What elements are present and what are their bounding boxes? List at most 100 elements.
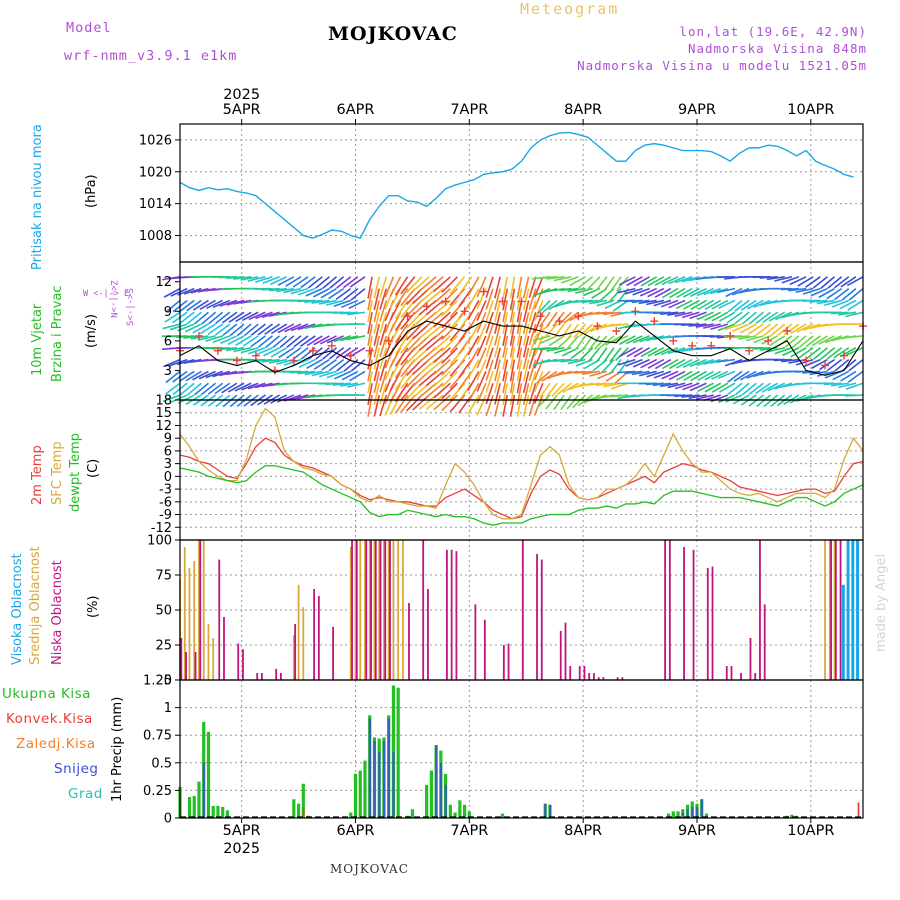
wind-arrow: [400, 276, 416, 295]
y-tick-label: 50: [155, 604, 172, 619]
day-label-bottom: 5APR: [223, 823, 261, 839]
wind-arrow: [494, 347, 501, 370]
y-tick-label: 1.25: [143, 674, 172, 689]
gust-marker: [479, 287, 488, 296]
wind-arrow: [400, 394, 416, 413]
wind-arrow: [425, 335, 444, 351]
wind-arrow: [389, 276, 402, 297]
precip-total-bar: [666, 813, 671, 818]
wind-arrow: [566, 394, 580, 410]
wind-arrow: [467, 323, 480, 344]
cloud-low-bar: [559, 631, 562, 680]
wind-arrow: [347, 311, 366, 316]
wind-arrow: [558, 311, 572, 326]
wind-arrow: [652, 382, 671, 387]
cloud-mid-bar: [402, 540, 404, 680]
cloud-low-bar: [389, 540, 391, 680]
precip-snow-bar: [686, 809, 689, 818]
wind-arrow: [587, 347, 601, 363]
wind-arrow: [560, 323, 572, 340]
model-label: Model: [66, 20, 112, 36]
wind-arrow: [494, 312, 501, 334]
wind-arrow: [433, 370, 451, 387]
wind-arrow: [425, 288, 444, 304]
wind-arrow: [379, 371, 388, 393]
cloud-low-bar: [379, 540, 382, 680]
wind-arrow: [162, 394, 181, 402]
wind-arrow: [313, 335, 330, 346]
wind-arrow: [476, 276, 487, 298]
wind-arrow: [522, 335, 530, 358]
wind-arrow: [379, 359, 388, 381]
wind-arrow: [476, 371, 487, 392]
wind-arrow: [676, 287, 693, 299]
y-tick-label: 1008: [139, 229, 172, 244]
cloud-low-bar: [616, 677, 619, 680]
wind-arrow: [329, 276, 345, 289]
wind-arrow: [222, 394, 238, 408]
wind-arrow: [596, 382, 615, 386]
wind-arrow: [270, 347, 288, 358]
wind-arrow: [433, 276, 451, 292]
wind-arrow: [660, 299, 679, 308]
wind-arrow: [811, 335, 828, 347]
wind-arrow: [247, 382, 266, 390]
cloud-mid-bar: [368, 540, 371, 680]
wind-arrow: [697, 370, 714, 381]
wind-arrow: [732, 323, 750, 332]
wind-arrow: [350, 287, 366, 301]
wind-arrow: [494, 394, 501, 417]
cloud-low-bar: [313, 589, 316, 680]
precip-snow-bar: [368, 718, 371, 818]
gust-marker: [764, 336, 773, 345]
wind-arrow: [661, 276, 679, 286]
wind-arrow: [755, 323, 771, 336]
gust-marker: [441, 297, 450, 306]
wind-arrow: [834, 287, 850, 301]
precip-total-bar: [296, 803, 301, 818]
wind-arrow: [726, 311, 743, 324]
precip-total-bar: [225, 810, 230, 818]
wind-arrow: [536, 370, 551, 385]
wind-arrow: [467, 347, 480, 368]
wind-arrow: [400, 335, 416, 354]
wind-arrow: [367, 394, 373, 417]
wind-arrow: [406, 394, 423, 412]
wind-arrow: [268, 358, 287, 364]
wind-arrow: [654, 358, 672, 370]
wind-arrow: [588, 382, 607, 386]
wind-arrow: [215, 311, 231, 324]
wind-arrow: [810, 287, 828, 297]
wind-arrow: [412, 323, 430, 340]
wind-arrow: [400, 370, 416, 389]
gust-marker: [232, 356, 241, 365]
wind-arrow: [763, 323, 779, 337]
wind-arrow: [373, 394, 380, 417]
wind-arrow: [674, 311, 693, 318]
wind-arrow: [545, 394, 558, 410]
wind-arrow: [332, 382, 351, 386]
wind-arrow: [844, 394, 864, 397]
wind-arrow: [261, 358, 280, 363]
wind-arrow: [412, 382, 430, 399]
wind-arrow: [336, 358, 352, 372]
wind-arrow: [234, 382, 252, 392]
wind-arrow: [541, 370, 558, 382]
legend-snow: Snijeg: [54, 761, 99, 777]
wind-arrow: [766, 275, 785, 281]
wind-arrow: [169, 358, 188, 367]
wind-arrow: [638, 299, 657, 305]
wind-arrow: [632, 335, 650, 344]
wind-arrow: [226, 275, 245, 280]
wind-arrow: [522, 359, 530, 382]
y-tick-label: 18: [155, 394, 172, 409]
wind-arrow: [425, 299, 444, 316]
cloud-low-bar: [664, 540, 666, 680]
precip-snow-bar: [202, 762, 205, 818]
cloud-low-bar: [759, 540, 761, 680]
wind-arrow: [509, 335, 516, 358]
cloud-mid-bar: [193, 561, 196, 680]
cloud-mid-bar: [198, 540, 200, 680]
wind-arrow: [406, 288, 423, 305]
precip-total-bar: [221, 806, 225, 818]
